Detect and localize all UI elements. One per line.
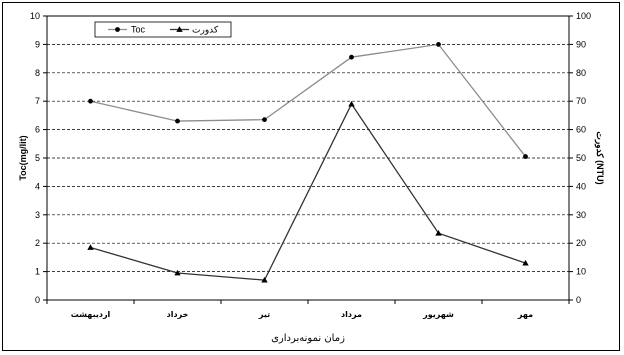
data-point <box>436 42 441 47</box>
data-point <box>174 269 181 276</box>
data-point <box>87 244 94 250</box>
data-point <box>349 54 354 60</box>
x-tick-label: مرداد <box>341 310 362 319</box>
y2-tick-label: 100 <box>576 11 591 21</box>
y-axis-left-ticks: 0 1 2 3 4 5 6 7 8 9 10 <box>30 11 47 305</box>
x-tick-label: اردیبهشت <box>71 310 111 319</box>
series-group <box>87 42 529 283</box>
x-tick-label: شهریور <box>422 310 454 319</box>
y-tick-label: 2 <box>35 238 40 248</box>
y-tick-label: 9 <box>35 39 40 49</box>
legend: Toc کدورت <box>94 21 232 38</box>
data-point <box>435 230 442 236</box>
data-point <box>523 154 528 159</box>
legend-label-toc: Toc <box>131 25 146 35</box>
y-tick-label: 10 <box>30 11 40 21</box>
chart-frame <box>2 2 620 351</box>
y-tick-label: 0 <box>35 295 40 305</box>
y-tick-label: 7 <box>35 96 40 106</box>
y-tick-label: 8 <box>35 68 40 78</box>
legend-label-turbidity: کدورت <box>192 25 219 36</box>
y-axis-left-label: Toc(mg/lit) <box>18 135 28 180</box>
legend-marker-toc <box>115 27 120 32</box>
series-line <box>90 102 526 281</box>
y-axis-right-label: کدورت (NTU) <box>594 131 605 184</box>
x-tick-label: خرداد <box>167 310 189 319</box>
y2-tick-label: 70 <box>576 96 586 106</box>
x-axis-label: زمان نمونه‌برداری <box>271 333 345 344</box>
data-point <box>261 276 268 283</box>
x-axis-categories: اردیبهشت خرداد تیر مرداد شهریور مهر <box>46 300 570 319</box>
legend-marker-turbidity <box>176 26 183 32</box>
x-tick-label: تیر <box>258 310 270 319</box>
y2-tick-label: 60 <box>576 125 586 135</box>
y2-tick-label: 80 <box>576 68 586 78</box>
data-point <box>522 259 529 266</box>
x-tick-label: مهر <box>517 310 533 319</box>
y-tick-label: 3 <box>35 210 40 220</box>
data-point <box>348 100 355 107</box>
legend-box <box>94 21 232 38</box>
data-point <box>88 98 93 104</box>
data-point <box>262 117 267 123</box>
y2-tick-label: 50 <box>576 153 586 163</box>
data-point <box>175 118 180 124</box>
gridlines <box>47 44 569 272</box>
y-tick-label: 1 <box>35 267 40 277</box>
y2-tick-label: 20 <box>576 238 586 248</box>
y2-tick-label: 90 <box>576 39 586 49</box>
y2-tick-label: 40 <box>576 181 586 191</box>
y2-tick-label: 30 <box>576 210 586 220</box>
y-tick-label: 6 <box>35 125 40 135</box>
y-tick-label: 4 <box>35 181 40 191</box>
y2-tick-label: 10 <box>576 267 586 277</box>
y-axis-right-ticks: 0 10 20 30 40 50 60 70 80 90 100 <box>569 11 591 305</box>
y-tick-label: 5 <box>35 153 40 163</box>
series-line <box>90 43 527 157</box>
y2-tick-label: 0 <box>576 295 581 305</box>
